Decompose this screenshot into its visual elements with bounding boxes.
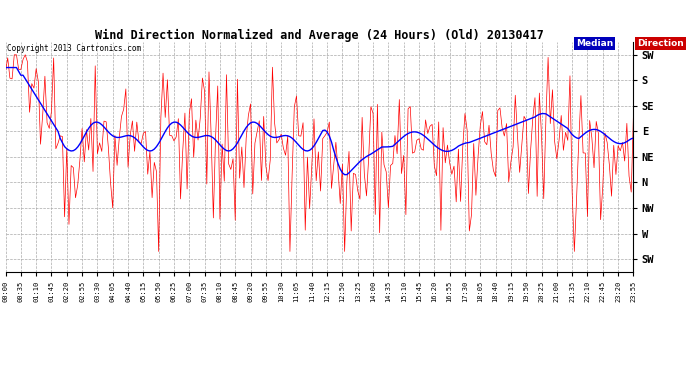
Text: Median: Median [576,39,613,48]
Title: Wind Direction Normalized and Average (24 Hours) (Old) 20130417: Wind Direction Normalized and Average (2… [95,29,544,42]
Text: Direction: Direction [637,39,684,48]
Text: Copyright 2013 Cartronics.com: Copyright 2013 Cartronics.com [7,44,141,52]
